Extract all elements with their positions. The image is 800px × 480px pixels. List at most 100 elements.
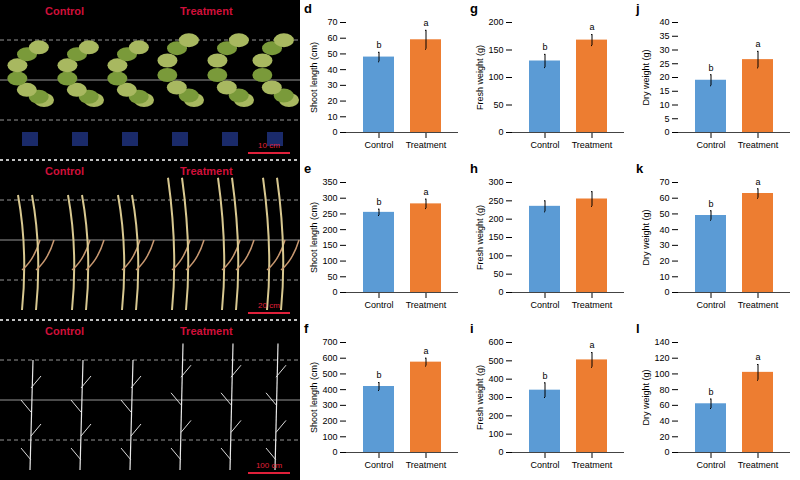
svg-text:a: a [755,352,760,362]
svg-text:100: 100 [488,429,503,439]
svg-text:300: 300 [488,392,503,402]
svg-text:10: 10 [659,272,669,282]
svg-text:150: 150 [488,45,503,55]
svg-text:600: 600 [488,337,503,347]
svg-text:100 cm: 100 cm [256,461,283,470]
svg-text:Dry weight (g): Dry weight (g) [641,369,651,425]
svg-text:50: 50 [659,209,669,219]
svg-text:Treatment: Treatment [180,325,233,337]
svg-text:Treatment: Treatment [572,140,613,150]
svg-text:40: 40 [659,17,669,27]
svg-text:35: 35 [659,31,669,41]
svg-text:25: 25 [659,59,669,69]
svg-text:100: 100 [488,251,503,261]
svg-text:Dry weight (g): Dry weight (g) [641,209,651,265]
svg-text:Dry weight (g): Dry weight (g) [641,49,651,105]
svg-text:250: 250 [488,196,503,206]
svg-text:10: 10 [659,100,669,110]
svg-text:Control: Control [530,140,559,150]
svg-text:0: 0 [664,287,669,297]
svg-text:Treatment: Treatment [572,300,613,310]
svg-text:20: 20 [659,72,669,82]
svg-text:0: 0 [332,447,337,457]
svg-text:400: 400 [488,374,503,384]
svg-text:500: 500 [322,369,337,379]
svg-text:Control: Control [696,460,725,470]
svg-text:0: 0 [664,127,669,137]
svg-text:Fresh weight (g): Fresh weight (g) [475,365,485,430]
svg-text:20: 20 [327,96,337,106]
svg-text:100: 100 [322,432,337,442]
svg-text:Treatment: Treatment [406,300,447,310]
svg-text:500: 500 [488,356,503,366]
svg-text:200: 200 [322,225,337,235]
svg-text:15: 15 [659,86,669,96]
svg-text:80: 80 [659,385,669,395]
svg-text:50: 50 [493,269,503,279]
svg-text:b: b [542,42,547,52]
svg-text:200: 200 [488,411,503,421]
svg-text:50: 50 [493,100,503,110]
svg-text:30: 30 [327,80,337,90]
svg-text:Control: Control [364,300,393,310]
svg-text:40: 40 [327,65,337,75]
svg-text:Control: Control [530,460,559,470]
svg-text:Treatment: Treatment [738,300,779,310]
svg-text:Control: Control [364,140,393,150]
svg-text:Control: Control [45,165,84,177]
svg-text:300: 300 [322,193,337,203]
svg-text:0: 0 [332,127,337,137]
svg-text:b: b [708,199,713,209]
svg-text:Treatment: Treatment [738,140,779,150]
svg-text:5: 5 [664,114,669,124]
svg-text:Shoot length (cm): Shoot length (cm) [309,362,319,433]
svg-text:a: a [755,177,760,187]
svg-text:600: 600 [322,353,337,363]
svg-text:Control: Control [45,5,84,17]
svg-text:Control: Control [364,460,393,470]
svg-text:Treatment: Treatment [572,460,613,470]
svg-text:Control: Control [696,140,725,150]
svg-text:b: b [376,40,381,50]
svg-text:0: 0 [498,127,503,137]
svg-text:400: 400 [322,385,337,395]
svg-text:40: 40 [659,416,669,426]
svg-text:Fresh weight (g): Fresh weight (g) [475,205,485,270]
svg-text:100: 100 [654,369,669,379]
svg-text:a: a [423,346,428,356]
svg-text:20 cm: 20 cm [258,301,280,310]
svg-text:200: 200 [322,416,337,426]
svg-text:60: 60 [659,193,669,203]
svg-text:b: b [542,371,547,381]
svg-text:20: 20 [659,432,669,442]
svg-text:Treatment: Treatment [180,165,233,177]
svg-text:150: 150 [322,240,337,250]
svg-text:40: 40 [659,225,669,235]
svg-text:60: 60 [659,400,669,410]
svg-text:Treatment: Treatment [406,140,447,150]
svg-text:Control: Control [530,300,559,310]
svg-text:b: b [376,197,381,207]
svg-text:350: 350 [322,177,337,187]
svg-text:150: 150 [488,232,503,242]
svg-text:20: 20 [659,256,669,266]
svg-text:200: 200 [488,17,503,27]
svg-text:b: b [708,63,713,73]
svg-text:Treatment: Treatment [406,460,447,470]
svg-text:0: 0 [332,287,337,297]
svg-text:10: 10 [327,112,337,122]
svg-text:700: 700 [322,337,337,347]
svg-text:a: a [589,340,594,350]
svg-text:Treatment: Treatment [738,460,779,470]
svg-text:120: 120 [654,353,669,363]
svg-text:70: 70 [327,17,337,27]
svg-text:30: 30 [659,240,669,250]
svg-text:200: 200 [488,214,503,224]
svg-text:50: 50 [327,272,337,282]
svg-text:140: 140 [654,337,669,347]
svg-text:300: 300 [488,177,503,187]
svg-text:100: 100 [322,256,337,266]
svg-text:30: 30 [659,45,669,55]
svg-text:0: 0 [498,447,503,457]
svg-text:a: a [423,187,428,197]
